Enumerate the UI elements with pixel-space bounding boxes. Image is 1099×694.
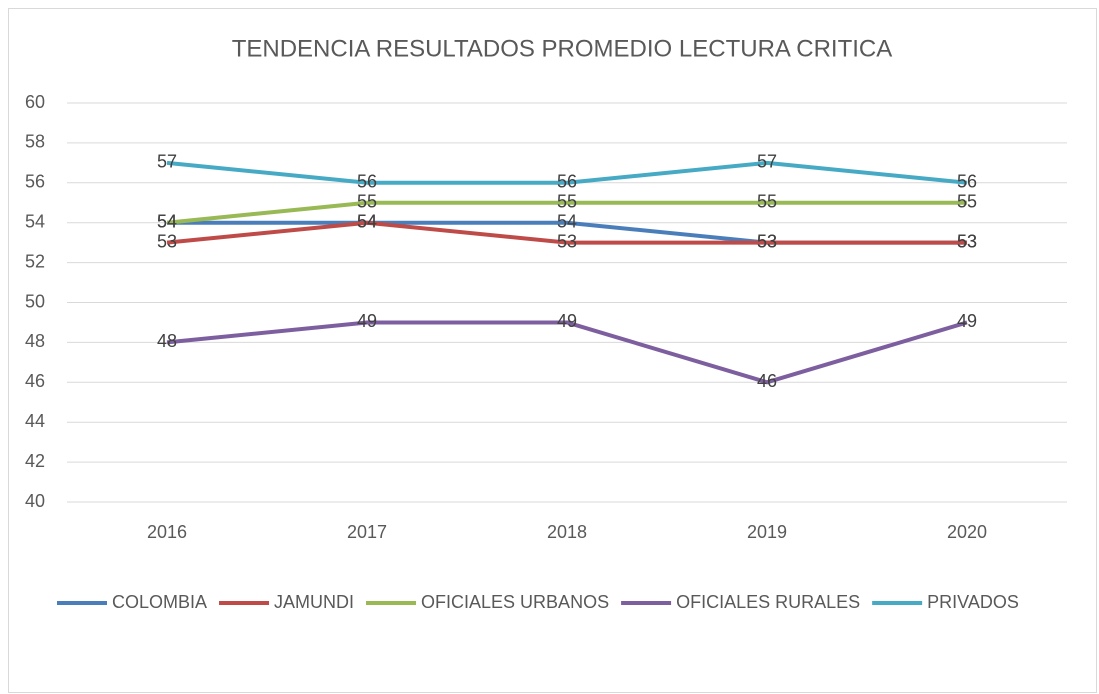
data-label: 49 (557, 311, 577, 331)
data-label: 55 (757, 192, 777, 212)
data-label: 55 (957, 192, 977, 212)
legend-label: PRIVADOS (927, 592, 1019, 612)
y-tick-label: 48 (25, 331, 45, 351)
data-label: 53 (757, 231, 777, 251)
data-label: 54 (357, 211, 377, 231)
y-tick-label: 50 (25, 291, 45, 311)
data-label: 55 (357, 192, 377, 212)
data-label: 49 (357, 311, 377, 331)
data-label: 46 (757, 371, 777, 391)
legend-label: OFICIALES RURALES (676, 592, 860, 612)
data-label: 53 (157, 231, 177, 251)
legend-label: OFICIALES URBANOS (421, 592, 609, 612)
x-tick-label: 2016 (147, 522, 187, 542)
data-label: 54 (557, 211, 577, 231)
y-tick-label: 46 (25, 371, 45, 391)
data-label: 53 (957, 231, 977, 251)
x-tick-label: 2020 (947, 522, 987, 542)
chart-title: TENDENCIA RESULTADOS PROMEDIO LECTURA CR… (232, 35, 893, 62)
data-label: 49 (957, 311, 977, 331)
data-label: 53 (557, 231, 577, 251)
legend-label: COLOMBIA (112, 592, 207, 612)
data-label: 48 (157, 331, 177, 351)
y-tick-label: 40 (25, 491, 45, 511)
y-tick-label: 54 (25, 211, 45, 231)
chart: TENDENCIA RESULTADOS PROMEDIO LECTURA CR… (0, 0, 1099, 694)
data-label: 56 (957, 172, 977, 192)
data-label: 55 (557, 192, 577, 212)
y-tick-label: 60 (25, 92, 45, 112)
y-tick-label: 44 (25, 411, 45, 431)
x-tick-label: 2019 (747, 522, 787, 542)
data-label: 57 (757, 152, 777, 172)
x-tick-label: 2017 (347, 522, 387, 542)
data-label: 56 (357, 172, 377, 192)
data-label: 56 (557, 172, 577, 192)
y-tick-label: 52 (25, 251, 45, 271)
y-tick-label: 42 (25, 451, 45, 471)
y-tick-label: 56 (25, 172, 45, 192)
legend-label: JAMUNDI (274, 592, 354, 612)
data-label: 57 (157, 152, 177, 172)
x-tick-label: 2018 (547, 522, 587, 542)
data-label: 54 (157, 211, 177, 231)
y-tick-label: 58 (25, 132, 45, 152)
